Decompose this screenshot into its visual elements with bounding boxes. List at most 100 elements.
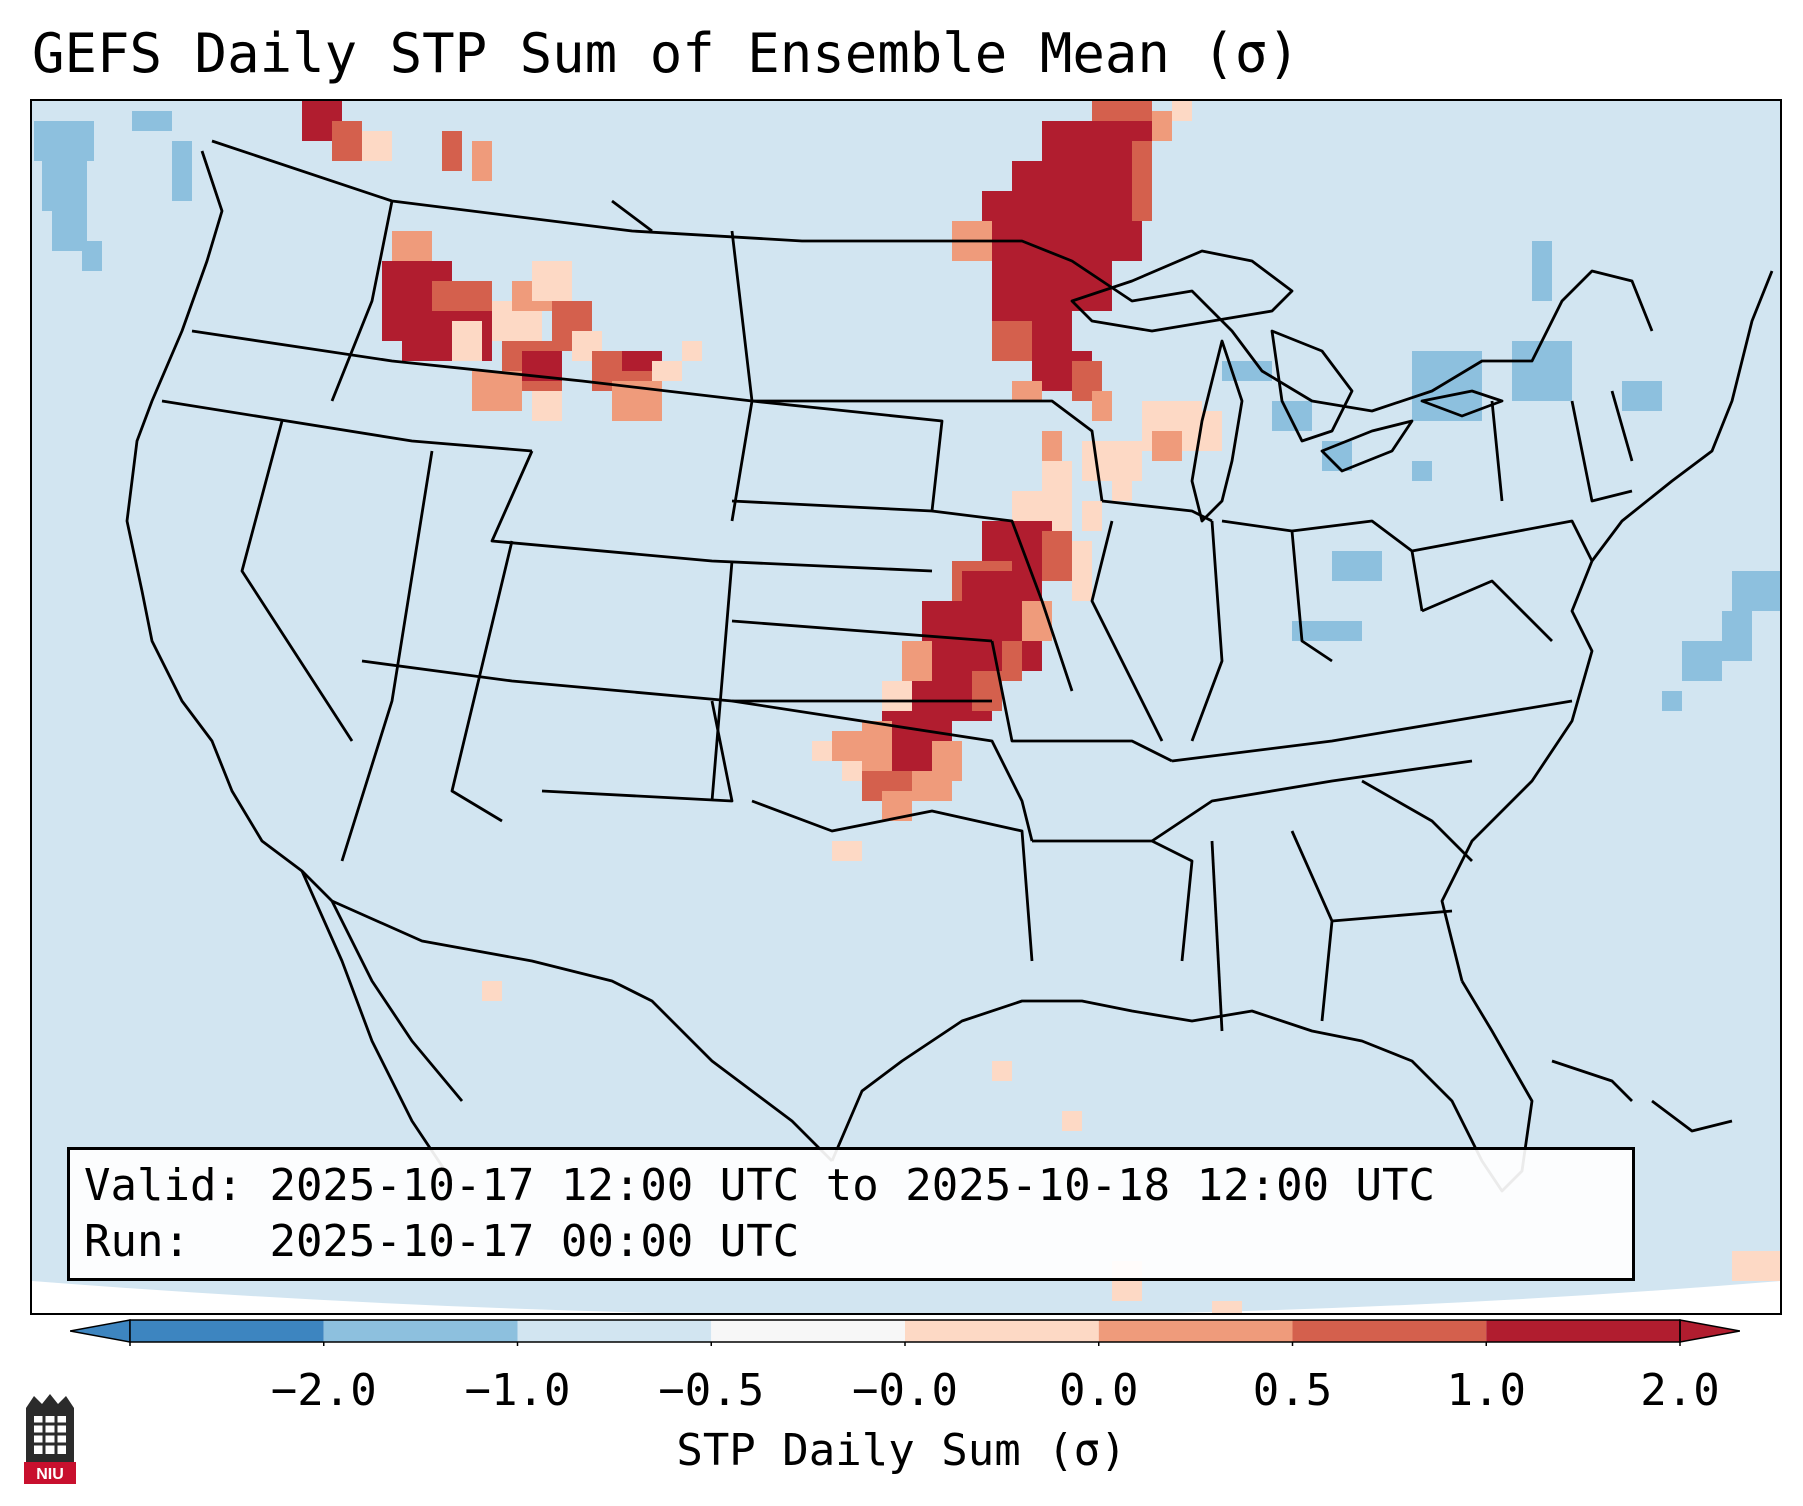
colorbar-segment [905, 1320, 1099, 1342]
pos-cell [1112, 481, 1132, 501]
pos-cell [992, 1061, 1012, 1081]
pos-cell [682, 341, 702, 361]
pos-cell [442, 131, 462, 171]
pos-cell [1072, 541, 1092, 601]
state-line [1291, 519, 1424, 612]
state-line [450, 540, 514, 823]
colorbar-tick: 2.0 [1640, 1365, 1720, 1416]
lake-huron [1270, 329, 1354, 443]
logo-text: NIU [36, 1466, 64, 1483]
pos-cell [932, 741, 962, 781]
state-line [731, 619, 993, 643]
state-line [1221, 519, 1333, 663]
neg-cell [1722, 611, 1752, 661]
colorbar-tick: −1.0 [464, 1365, 571, 1416]
colorbar-tick: −0.5 [658, 1365, 765, 1416]
state-line [942, 399, 1104, 502]
colorbar-label: STP Daily Sum (σ) [676, 1425, 1127, 1476]
colorbar-segment [323, 1320, 518, 1342]
lake-superior [1070, 249, 1294, 333]
pos-cell [992, 321, 1032, 361]
state-line [931, 509, 1074, 692]
state-line [1490, 400, 1504, 502]
colorbar-segment [711, 1320, 905, 1342]
pos-cell [532, 261, 572, 301]
state-line [161, 399, 533, 453]
neg-cell [1622, 381, 1662, 411]
state-line [240, 420, 354, 742]
map-svg [32, 101, 1780, 1313]
colorbar-tick: 0.0 [1059, 1365, 1139, 1416]
pos-cell [902, 641, 932, 681]
canada-border [211, 139, 1654, 413]
colorbar-tick: 1.0 [1446, 1365, 1526, 1416]
colorbar-segments [70, 1319, 1740, 1346]
pos-cell [1082, 501, 1102, 531]
pos-cell [832, 731, 862, 761]
state-line [490, 450, 933, 573]
valid-run-info-box: Valid: 2025-10-17 12:00 UTC to 2025-10-1… [67, 1147, 1635, 1281]
pos-cell [1732, 1251, 1780, 1281]
pos-cell [1152, 431, 1182, 461]
pos-cell [482, 981, 502, 1001]
colorbar-tick: 0.5 [1252, 1365, 1333, 1416]
pos-cell [1022, 601, 1052, 641]
mexico-border [331, 899, 833, 1162]
state-line [1331, 909, 1453, 923]
pos-cell [1172, 101, 1192, 121]
state-line [340, 450, 434, 862]
run-label: Run: [84, 1216, 190, 1267]
pos-cell [362, 131, 392, 161]
out-of-domain-area [32, 1281, 1780, 1313]
chart-title: GEFS Daily STP Sum of Ensemble Mean (σ) [32, 22, 1300, 85]
pos-cell [832, 841, 862, 861]
state-line [1101, 499, 1213, 523]
pos-cell [1042, 461, 1072, 491]
map-panel [30, 99, 1782, 1315]
neg-cell [52, 211, 87, 251]
pos-cell [1012, 381, 1042, 401]
state-line [1090, 520, 1164, 742]
pos-cell [882, 681, 912, 711]
pos-cell [392, 231, 432, 261]
colorbar-tick: −0.0 [852, 1365, 958, 1416]
pos-cell [1082, 441, 1142, 481]
state-line [330, 200, 394, 402]
state-line [990, 640, 1173, 763]
state-line [731, 699, 1034, 842]
state-line [1190, 520, 1224, 742]
neg-cell [1532, 241, 1552, 301]
state-line [541, 700, 734, 803]
pos-cell [652, 361, 682, 381]
neg-cell [82, 241, 102, 271]
neg-cell [1662, 691, 1682, 711]
state-line [191, 329, 942, 403]
pos-cell [1152, 111, 1172, 141]
pos-cell [452, 321, 482, 361]
university-logo-icon: NIU [24, 1394, 76, 1484]
state-line [361, 659, 992, 703]
pos-cell [472, 371, 522, 411]
baja-coast [300, 870, 454, 1182]
colorbar-extend-low [70, 1319, 131, 1343]
colorbar-segment [1486, 1320, 1680, 1342]
neg-cell [1732, 571, 1780, 611]
neg-cell [1412, 461, 1432, 481]
pos-cell [1042, 531, 1072, 581]
valid-label: Valid: [84, 1160, 243, 1211]
state-line [710, 560, 734, 802]
neg-cell [1292, 621, 1362, 641]
neg-cell [132, 111, 172, 131]
colorbar-segment [130, 1320, 324, 1342]
colorbar-segment [1292, 1320, 1487, 1342]
plains-anomaly-cells [812, 461, 1102, 861]
state-line [1032, 839, 1194, 962]
rockies-anomaly-cells [302, 101, 702, 421]
neg-cell [34, 121, 94, 161]
gulf-of-california [330, 900, 464, 1102]
pos-cell [1132, 141, 1152, 221]
state-line [1361, 779, 1473, 862]
state-line [731, 399, 944, 513]
pos-cell [1002, 641, 1022, 681]
neg-cell [1362, 551, 1382, 571]
